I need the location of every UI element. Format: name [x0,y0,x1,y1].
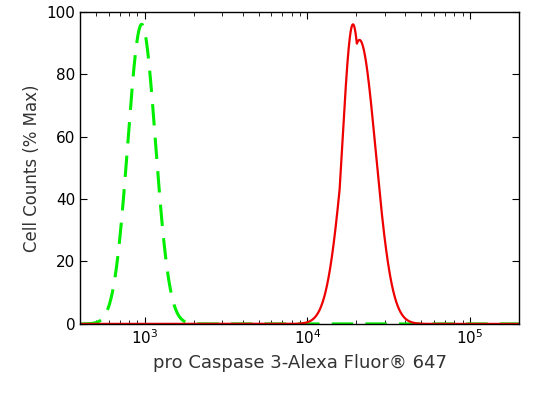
Y-axis label: Cell Counts (% Max): Cell Counts (% Max) [23,84,41,252]
X-axis label: pro Caspase 3-Alexa Fluor® 647: pro Caspase 3-Alexa Fluor® 647 [152,354,447,372]
